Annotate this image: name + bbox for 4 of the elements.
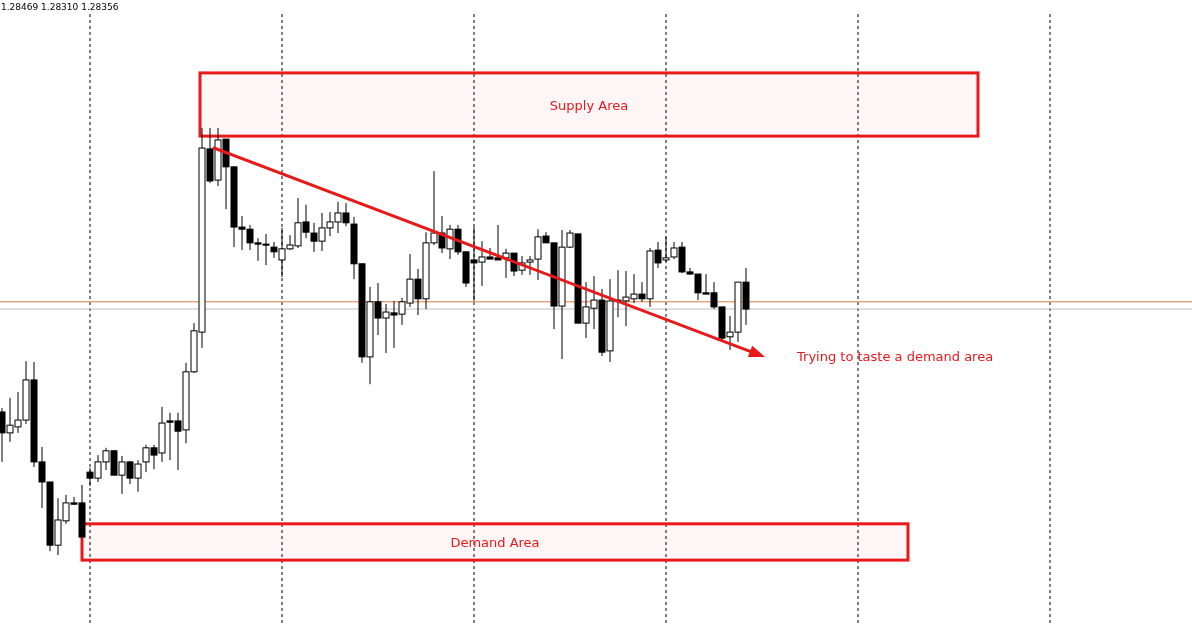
band-label: Demand Area <box>450 534 540 550</box>
text: Trying to taste a demand area <box>796 349 994 364</box>
text: 1.28469 1.28310 1.28356 <box>1 2 119 12</box>
band-label: Supply Area <box>549 97 629 113</box>
